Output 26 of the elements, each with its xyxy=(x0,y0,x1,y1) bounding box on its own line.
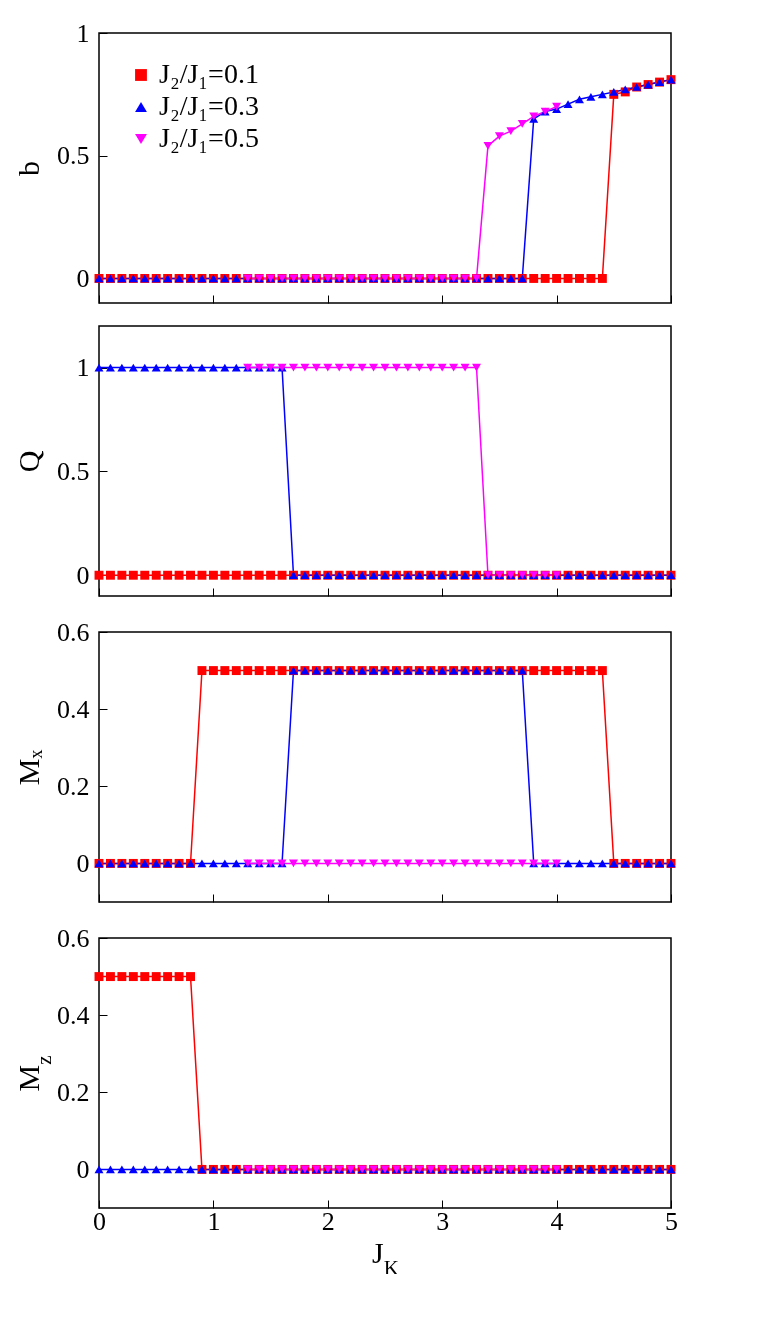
legend-label: J₂/J₁=0.5 xyxy=(159,122,259,153)
y-tick-label: 0 xyxy=(76,263,90,293)
y-tick-label: 0 xyxy=(76,560,90,590)
y-tick-label: 0 xyxy=(76,848,90,878)
y-tick-label: 0.4 xyxy=(57,694,90,724)
y-axis-title: Mₓ xyxy=(12,749,45,786)
y-tick-label: 0.4 xyxy=(57,1000,90,1030)
y-tick-label: 0.6 xyxy=(57,617,90,647)
legend-label: J₂/J₁=0.3 xyxy=(159,90,259,121)
y-axis-title: b xyxy=(12,161,45,176)
x-tick-label: 3 xyxy=(436,1206,450,1236)
y-axis-title: Q xyxy=(12,450,45,473)
y-tick-label: 0.2 xyxy=(57,771,90,801)
y-tick-label: 1 xyxy=(76,353,90,383)
x-tick-label: 5 xyxy=(665,1206,678,1236)
y-tick-label: 0.5 xyxy=(57,141,90,171)
y-tick-label: 0 xyxy=(76,1154,90,1184)
x-tick-label: 2 xyxy=(321,1206,335,1236)
x-tick-label: 1 xyxy=(207,1206,221,1236)
x-axis-title: J$_{K}$ xyxy=(372,1235,399,1280)
y-tick-label: 0.6 xyxy=(57,923,90,953)
legend-label: J₂/J₁=0.1 xyxy=(159,58,259,89)
y-tick-label: 0.5 xyxy=(57,456,90,486)
x-tick-label: 4 xyxy=(550,1206,564,1236)
y-tick-label: 0.2 xyxy=(57,1077,90,1107)
y-tick-label: 1 xyxy=(76,18,90,48)
